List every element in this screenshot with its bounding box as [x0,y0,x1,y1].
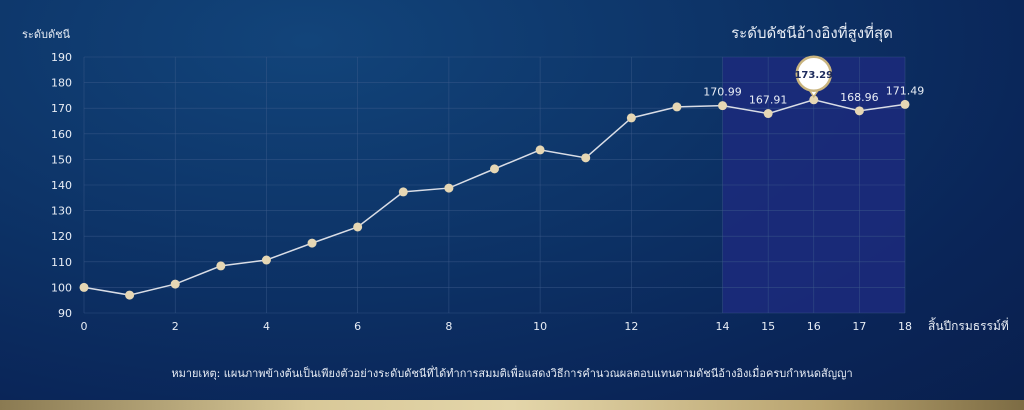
data-point [900,99,910,109]
x-axis-label: สิ้นปีกรมธรรม์ที่ [928,317,1009,333]
x-tick-label: 6 [354,320,361,333]
data-point [490,164,499,174]
data-label: 168.96 [840,91,879,104]
x-tick-label: 14 [716,320,730,333]
y-tick-label: 160 [51,128,72,141]
data-point [79,282,89,292]
data-label: 171.49 [886,84,925,97]
data-point [581,153,591,163]
y-tick-label: 130 [51,205,72,218]
x-tick-label: 0 [81,320,88,333]
data-point [672,102,682,112]
y-tick-label: 90 [58,307,72,320]
y-axis-label: ระดับดัชนี [22,28,71,41]
y-tick-label: 150 [51,153,72,166]
data-point [398,187,408,197]
data-point [763,109,773,119]
data-point [809,95,819,105]
x-tick-label: 12 [624,320,638,333]
y-tick-label: 190 [51,51,72,64]
data-point [170,279,180,289]
data-label: 173.29 [794,70,833,81]
x-tick-label: 15 [761,320,775,333]
data-label: 167.91 [749,94,788,107]
data-point [261,255,271,265]
x-tick-label: 10 [533,320,547,333]
x-tick-label: 18 [898,320,912,333]
y-tick-label: 180 [51,77,72,90]
x-tick-label: 17 [852,320,866,333]
y-tick-label: 100 [51,281,72,294]
data-point [854,106,864,116]
y-tick-label: 170 [51,102,72,115]
data-point [444,183,454,193]
data-point [626,113,636,123]
data-point [353,222,363,232]
data-point [307,238,317,248]
footnote: หมายเหตุ: แผนภาพข้างต้นเป็นเพียงตัวอย่าง… [171,367,853,380]
y-tick-label: 120 [51,230,72,243]
line-chart: ระดับดัชนีอ้างอิงที่สูงที่สุด ระดับดัชนี… [22,22,1009,333]
data-point [216,261,226,271]
x-tick-label: 4 [263,320,270,333]
data-label: 170.99 [703,86,742,99]
chart-title: ระดับดัชนีอ้างอิงที่สูงที่สุด [731,22,893,43]
data-point [718,101,728,111]
gold-band [0,400,1024,410]
callout-bubble [795,55,833,93]
y-tick-label: 110 [51,256,72,269]
data-point [125,290,135,300]
x-tick-label: 2 [172,320,179,333]
x-tick-label: 8 [445,320,452,333]
x-tick-label: 16 [807,320,821,333]
data-point [535,145,545,155]
y-tick-label: 140 [51,179,72,192]
